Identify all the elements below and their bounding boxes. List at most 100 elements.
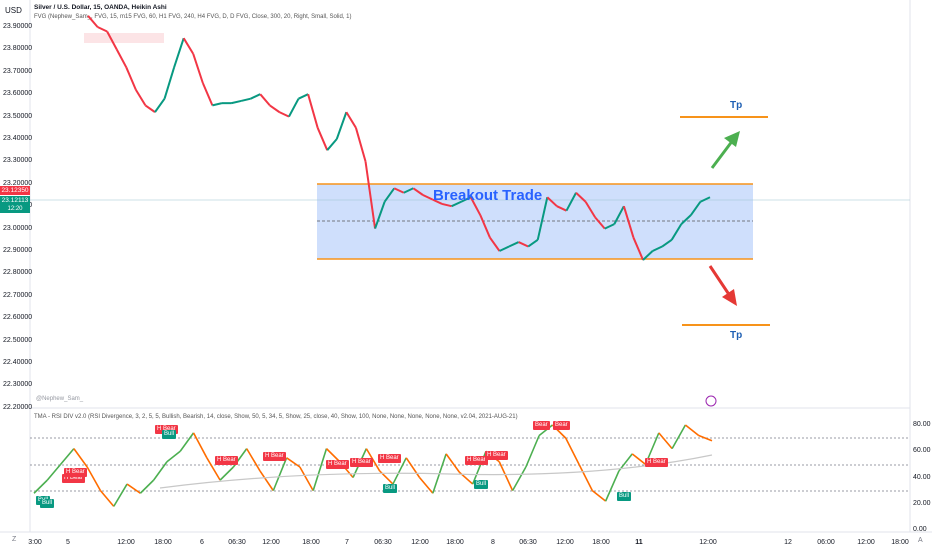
rsi-line-segment xyxy=(418,476,434,494)
price-candle-segment xyxy=(670,223,683,241)
price-tick-label: 23.70000 xyxy=(3,67,33,75)
rsi-line-segment xyxy=(219,466,234,481)
bear-signal-tag: H Bear xyxy=(485,451,508,460)
zoom-icon[interactable]: Z xyxy=(12,536,17,543)
breakout-zone xyxy=(317,184,753,259)
price-candle-segment xyxy=(536,197,549,241)
rsi-line-segment xyxy=(684,424,700,437)
price-candle-segment xyxy=(432,198,443,205)
tp-bottom-label: Tp xyxy=(730,330,743,341)
price-candle-segment xyxy=(316,127,329,151)
price-candle-segment xyxy=(575,192,587,203)
price-marker-green: 23.12113 xyxy=(0,196,30,205)
price-candle-segment xyxy=(479,214,491,238)
price-candle-segment xyxy=(298,93,309,100)
rsi-line-segment xyxy=(272,457,288,491)
rsi-line-segment xyxy=(59,448,75,465)
price-candle-segment xyxy=(335,111,348,140)
price-candle-segment xyxy=(163,67,176,99)
price-candle-segment xyxy=(556,205,567,212)
breakout-trade-label: Breakout Trade xyxy=(433,187,543,204)
rsi-line-segment xyxy=(312,448,328,491)
price-candle-segment xyxy=(508,241,520,248)
rsi-line-segment xyxy=(166,450,181,463)
bear-signal-tag: H Bear xyxy=(62,474,85,483)
price-candle-segment xyxy=(154,98,166,113)
price-tick-label: 23.30000 xyxy=(3,157,33,165)
rsi-line-segment xyxy=(179,432,195,452)
bear-signal-tag: H Bear xyxy=(215,456,238,465)
price-candle-segment xyxy=(192,53,204,84)
bear-signal-tag: H Bear xyxy=(155,425,178,434)
bear-signal-tag: Bear xyxy=(553,421,570,430)
price-candle-segment xyxy=(460,196,472,203)
bull-signal-tag: Bull xyxy=(383,484,398,493)
bear-signal-tag: Bear xyxy=(533,421,550,430)
price-candle-segment xyxy=(661,238,673,248)
bull-signal-tag: Bull xyxy=(40,499,55,508)
price-candle-segment xyxy=(613,205,625,225)
rsi-line-segment xyxy=(578,464,594,491)
symbol-title[interactable]: Silver / U.S. Dollar, 15, OANDA, Heikin … xyxy=(34,4,167,11)
time-axis-label: 06:30 xyxy=(374,539,392,546)
time-axis-label: 5 xyxy=(66,539,70,546)
price-candle-segment xyxy=(278,111,290,118)
rsi-line-segment xyxy=(139,479,155,494)
rsi-line-segment xyxy=(152,461,168,481)
price-candle-segment xyxy=(489,236,501,252)
price-candle-segment xyxy=(212,102,223,107)
price-candle-segment xyxy=(604,223,615,230)
price-candle-segment xyxy=(642,250,654,261)
price-candle-segment xyxy=(201,82,214,106)
tp-top-label: Tp xyxy=(730,100,743,111)
rsi-line-segment xyxy=(631,453,647,466)
price-tick-label: 22.90000 xyxy=(3,247,33,254)
rsi-line-segment xyxy=(126,483,141,494)
price-candle-segment xyxy=(288,98,300,118)
time-axis-label: 12:00 xyxy=(857,539,875,546)
price-candle-segment xyxy=(527,238,539,248)
rsi-line-segment xyxy=(325,448,341,463)
rsi-line-segment xyxy=(99,490,115,507)
fvg-indicator-label[interactable]: FVG (Nephew_Sam_, FVG, 15, m15 FVG, 60, … xyxy=(34,14,352,20)
price-candle-segment xyxy=(518,241,529,248)
rsi-line-segment xyxy=(698,434,713,442)
price-candle-segment xyxy=(134,89,147,106)
up-arrow-icon xyxy=(710,131,740,169)
price-candle-segment xyxy=(690,201,702,216)
price-candle-segment xyxy=(345,111,357,129)
rsi-tick-label: 40.00 xyxy=(913,474,931,481)
auto-scale-button[interactable]: A xyxy=(918,537,923,544)
rsi-line-segment xyxy=(498,461,514,491)
time-axis-label: 12 xyxy=(784,539,792,546)
bear-signal-tag: H Bear xyxy=(350,458,373,467)
rsi-line-segment xyxy=(86,466,102,492)
rsi-line-segment xyxy=(525,435,540,468)
price-candle-segment xyxy=(231,99,242,105)
rsi-line-segment xyxy=(671,424,687,450)
price-candle-segment xyxy=(115,48,128,68)
price-candle-segment xyxy=(374,201,386,229)
price-candle-segment xyxy=(632,237,644,261)
price-candle-segment xyxy=(546,196,558,207)
bear-signal-tag: H Bear xyxy=(263,452,286,461)
time-axis-label: 12:00 xyxy=(117,539,135,546)
price-candle-segment xyxy=(594,216,606,230)
rsi-line-segment xyxy=(565,437,580,465)
time-axis-label: 8 xyxy=(491,539,495,546)
indicator-settings-icon xyxy=(705,395,717,407)
rsi-line-segment xyxy=(46,463,62,481)
price-candle-segment xyxy=(259,93,271,107)
price-candle-segment xyxy=(451,200,462,208)
bull-signal-tag: Bull xyxy=(162,430,177,439)
rsi-indicator-label[interactable]: TMA - RSI DIV v2.0 (RSI Divergence, 3, 2… xyxy=(34,414,518,420)
time-axis-label: 18:00 xyxy=(302,539,320,546)
rsi-line-segment xyxy=(192,432,208,459)
price-candle-segment xyxy=(383,187,396,203)
price-tick-label: 22.70000 xyxy=(3,291,33,299)
time-axis-label: 18:00 xyxy=(891,539,909,546)
author-watermark: @Nephew_Sam_ xyxy=(36,396,84,402)
rsi-line-segment xyxy=(511,466,527,492)
price-tick-label: 22.20000 xyxy=(3,403,33,411)
